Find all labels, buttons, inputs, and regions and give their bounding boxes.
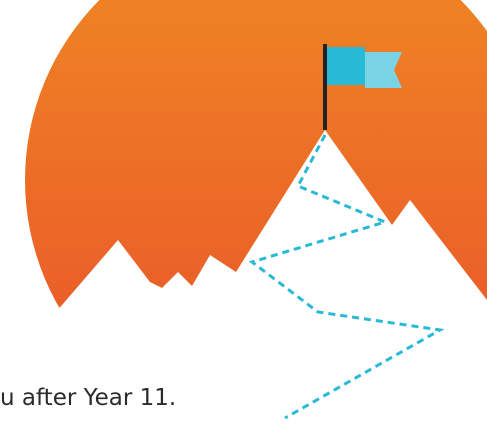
caption: u after Year 11. (0, 385, 176, 411)
flag (327, 47, 365, 85)
flag-tail (365, 52, 402, 88)
mountains (0, 130, 487, 423)
dashed-path (248, 134, 445, 420)
